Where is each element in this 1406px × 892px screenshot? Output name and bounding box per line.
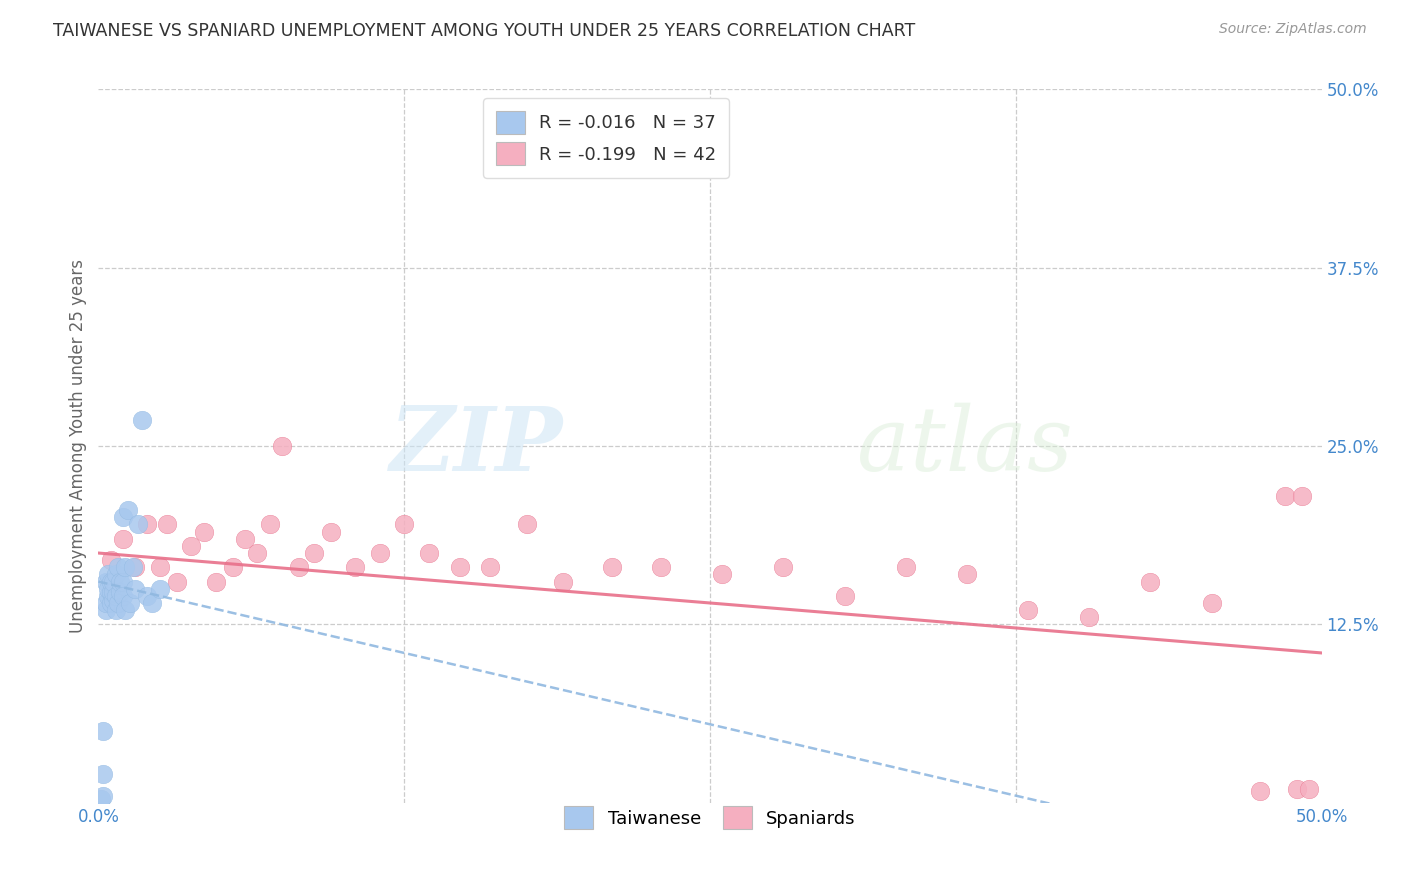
Point — [894, 560, 917, 574]
Point — [772, 560, 794, 574]
Point — [94, 574, 117, 589]
Point — [319, 524, 342, 539]
Point — [97, 567, 120, 582]
Point — [120, 596, 142, 610]
Point — [650, 560, 672, 574]
Point — [101, 584, 124, 599]
Text: TAIWANESE VS SPANIARD UNEMPLOYMENT AMONG YOUTH UNDER 25 YEARS CORRELATION CHART: TAIWANESE VS SPANIARD UNEMPLOYMENT AMONG… — [53, 22, 915, 40]
Point — [368, 546, 391, 560]
Point — [114, 603, 136, 617]
Point — [94, 603, 117, 617]
Point — [553, 574, 575, 589]
Text: Source: ZipAtlas.com: Source: ZipAtlas.com — [1219, 22, 1367, 37]
Point — [136, 517, 159, 532]
Point — [418, 546, 440, 560]
Point — [478, 560, 501, 574]
Point — [90, 791, 112, 805]
Point — [1139, 574, 1161, 589]
Point — [288, 560, 311, 574]
Point — [97, 582, 120, 596]
Point — [104, 603, 127, 617]
Point — [302, 546, 325, 560]
Point — [104, 589, 127, 603]
Point — [101, 574, 124, 589]
Point — [180, 539, 202, 553]
Point — [166, 574, 188, 589]
Point — [114, 560, 136, 574]
Point — [117, 503, 139, 517]
Point — [193, 524, 215, 539]
Point — [100, 584, 122, 599]
Point — [246, 546, 269, 560]
Point — [1201, 596, 1223, 610]
Point — [124, 582, 146, 596]
Point — [110, 584, 132, 599]
Point — [127, 517, 149, 532]
Point — [1298, 781, 1320, 796]
Legend: Taiwanese, Spaniards: Taiwanese, Spaniards — [557, 799, 863, 837]
Point — [711, 567, 734, 582]
Point — [1286, 781, 1309, 796]
Point — [149, 582, 172, 596]
Point — [91, 767, 114, 781]
Point — [1078, 610, 1101, 624]
Point — [1017, 603, 1039, 617]
Point — [111, 574, 134, 589]
Point — [107, 560, 129, 574]
Point — [1274, 489, 1296, 503]
Point — [834, 589, 856, 603]
Point — [111, 532, 134, 546]
Point — [156, 517, 179, 532]
Point — [97, 589, 120, 603]
Point — [91, 789, 114, 803]
Point — [91, 724, 114, 739]
Point — [100, 574, 122, 589]
Point — [136, 589, 159, 603]
Point — [107, 596, 129, 610]
Point — [392, 517, 416, 532]
Point — [450, 560, 472, 574]
Point — [222, 560, 245, 574]
Point — [94, 596, 117, 610]
Point — [344, 560, 367, 574]
Text: atlas: atlas — [856, 402, 1073, 490]
Point — [956, 567, 979, 582]
Point — [1291, 489, 1313, 503]
Point — [101, 593, 124, 607]
Point — [124, 560, 146, 574]
Point — [111, 589, 134, 603]
Point — [270, 439, 294, 453]
Point — [110, 574, 132, 589]
Point — [205, 574, 228, 589]
Point — [111, 510, 134, 524]
Point — [131, 413, 153, 427]
Point — [259, 517, 281, 532]
Point — [233, 532, 256, 546]
Point — [104, 567, 127, 582]
Point — [1249, 784, 1271, 798]
Point — [149, 560, 172, 574]
Text: ZIP: ZIP — [389, 403, 564, 489]
Point — [141, 596, 163, 610]
Y-axis label: Unemployment Among Youth under 25 years: Unemployment Among Youth under 25 years — [69, 259, 87, 633]
Point — [100, 553, 122, 567]
Point — [100, 596, 122, 610]
Point — [121, 560, 143, 574]
Point — [600, 560, 623, 574]
Point — [515, 517, 537, 532]
